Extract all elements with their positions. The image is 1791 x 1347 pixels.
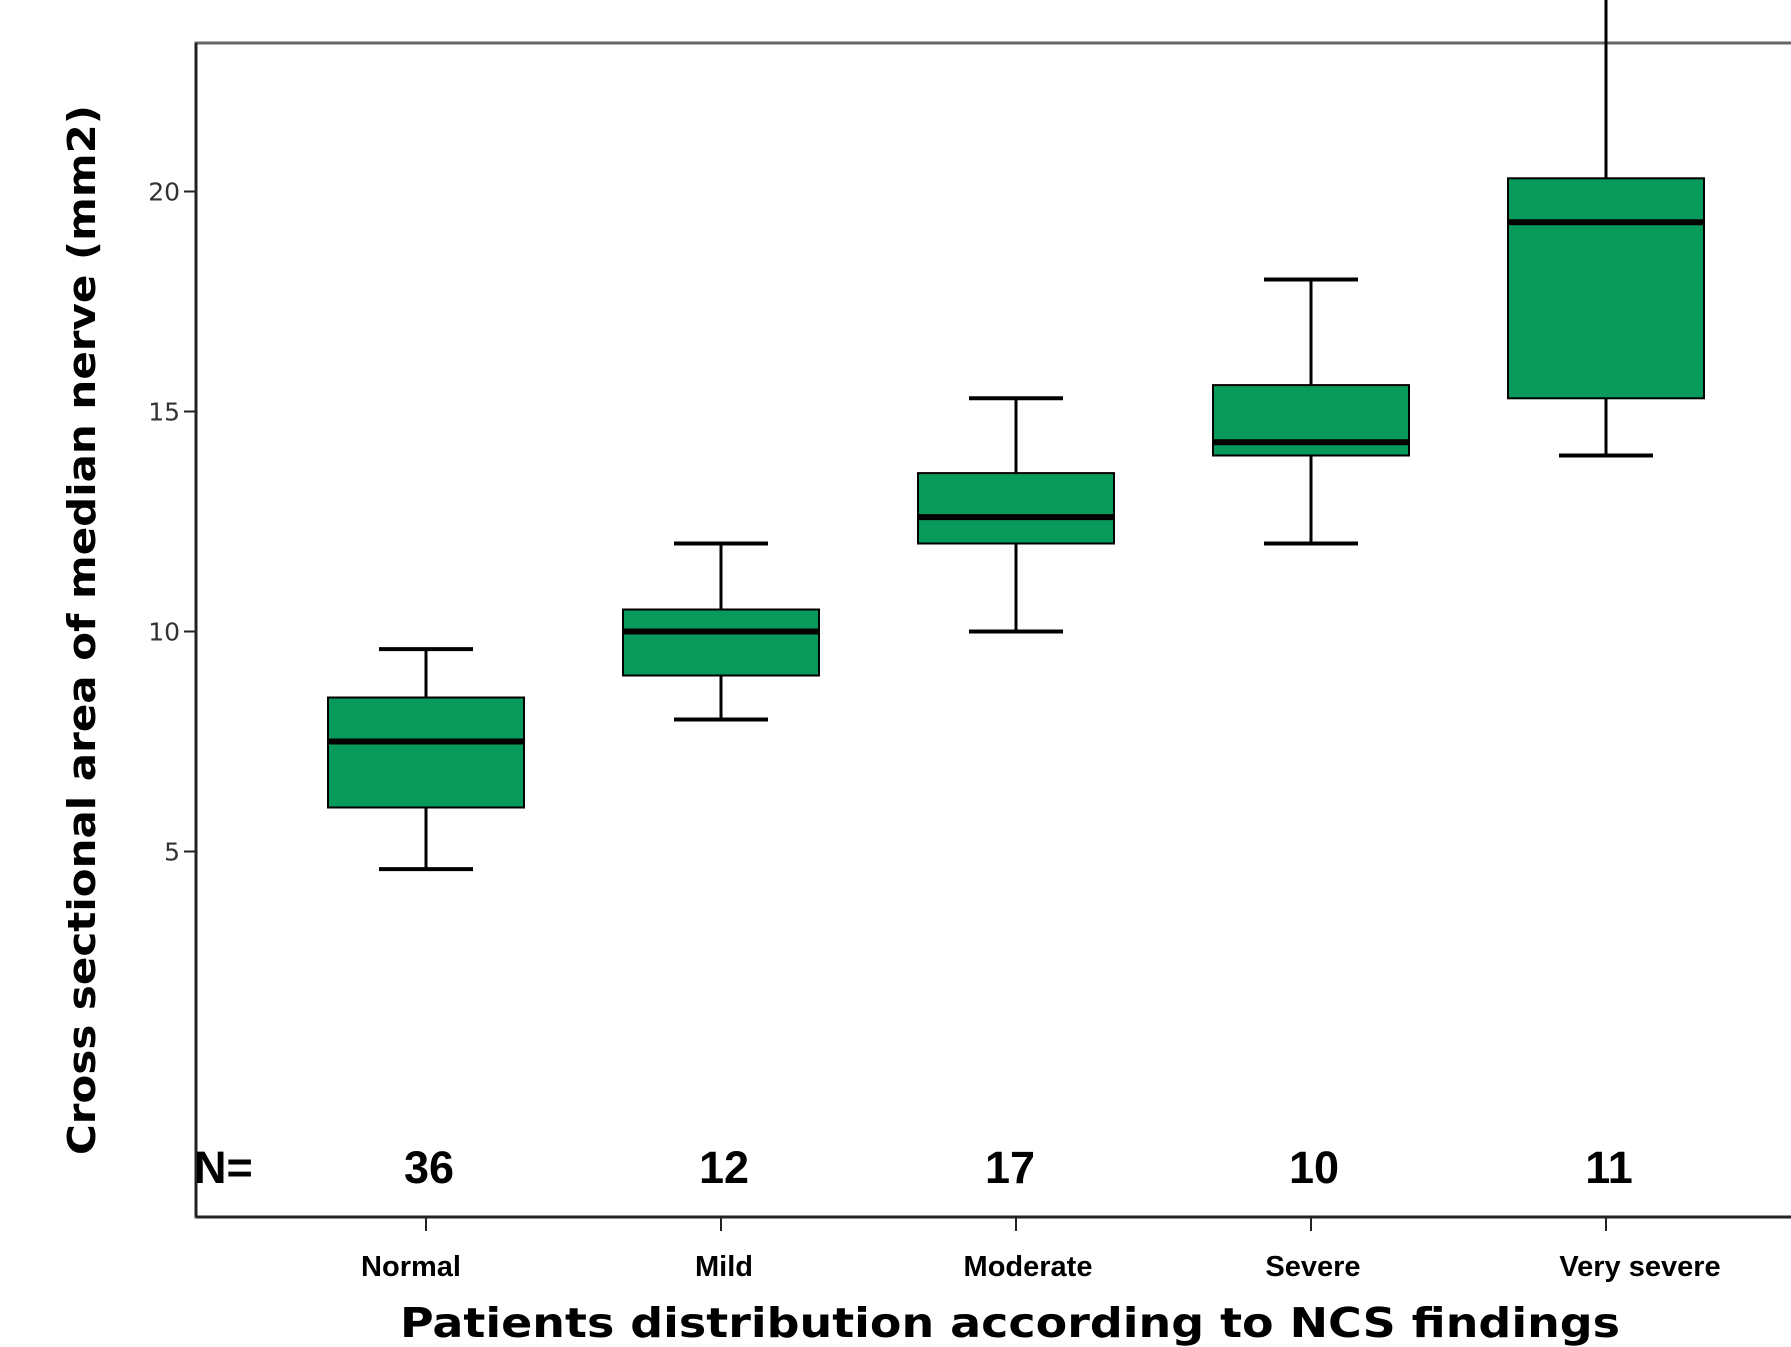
box-severe	[1212, 277, 1410, 546]
n-value-label: 12	[699, 1142, 749, 1193]
boxes-group	[327, 0, 1705, 872]
x-tick-label: Normal	[361, 1251, 461, 1283]
iqr-box	[1507, 177, 1705, 400]
n-value-label: 10	[1289, 1142, 1339, 1193]
x-tick-label: Severe	[1265, 1251, 1360, 1283]
n-value-label: 17	[985, 1142, 1035, 1193]
iqr-box	[622, 608, 820, 677]
y-tick-label: 15	[148, 398, 180, 427]
box-moderate	[917, 396, 1115, 634]
x-tick-label: Very severe	[1559, 1251, 1720, 1283]
box-normal	[327, 647, 525, 872]
n-value-label: 11	[1585, 1142, 1633, 1193]
sample-size-row: N= 36 12 17 10 11	[194, 1142, 1633, 1193]
y-tick-label: 10	[148, 618, 180, 647]
x-tick-label: Mild	[695, 1251, 753, 1283]
x-axis-title: Patients distribution according to NCS f…	[400, 1299, 1620, 1347]
y-tick-label: 5	[164, 838, 180, 867]
iqr-box	[327, 696, 525, 809]
box-mild	[622, 541, 820, 722]
x-tick-label: Moderate	[964, 1251, 1093, 1283]
n-prefix-label: N=	[194, 1142, 253, 1193]
box-very-severe	[1507, 0, 1705, 458]
x-axis-ticks: Normal Mild Moderate Severe Very severe	[361, 1217, 1721, 1283]
y-axis-ticks: 510152025	[148, 178, 196, 867]
y-axis-title: Cross sectional area of median nerve (mm…	[60, 105, 104, 1155]
n-value-label: 36	[404, 1142, 454, 1193]
y-tick-label: 20	[148, 178, 180, 207]
iqr-box	[917, 472, 1115, 545]
